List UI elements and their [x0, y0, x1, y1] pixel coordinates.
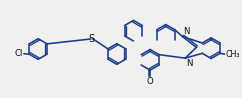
Text: S: S: [89, 34, 95, 44]
Text: N: N: [183, 27, 189, 36]
Text: O: O: [147, 78, 153, 87]
Text: N: N: [186, 59, 192, 68]
Text: Cl: Cl: [14, 49, 23, 58]
Text: CH₃: CH₃: [226, 50, 240, 59]
